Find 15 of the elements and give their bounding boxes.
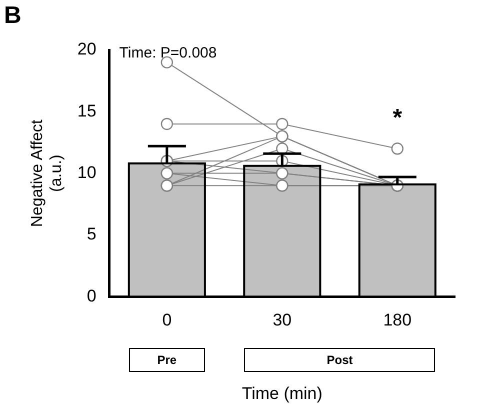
- y-tick-label: 5: [86, 224, 96, 244]
- x-tick-label: 30: [272, 310, 292, 330]
- y-axis-title: Negative Affect (a.u.): [29, 119, 66, 227]
- y-tick-label: 0: [86, 286, 96, 306]
- text: B: [4, 2, 22, 30]
- y-tick-label: 10: [77, 162, 96, 182]
- annotation: *: [392, 104, 403, 132]
- y-tick-label: 20: [77, 40, 96, 59]
- x-axis-title: Time (min): [242, 384, 322, 404]
- x-tick-label: 0: [162, 310, 172, 330]
- outline-box: Pre: [128, 348, 205, 372]
- y-tick-label: 15: [77, 101, 96, 120]
- x-tick-label: 180: [383, 310, 412, 330]
- outline-box: Post: [244, 348, 436, 372]
- annotation: Time: P=0.008: [119, 44, 217, 62]
